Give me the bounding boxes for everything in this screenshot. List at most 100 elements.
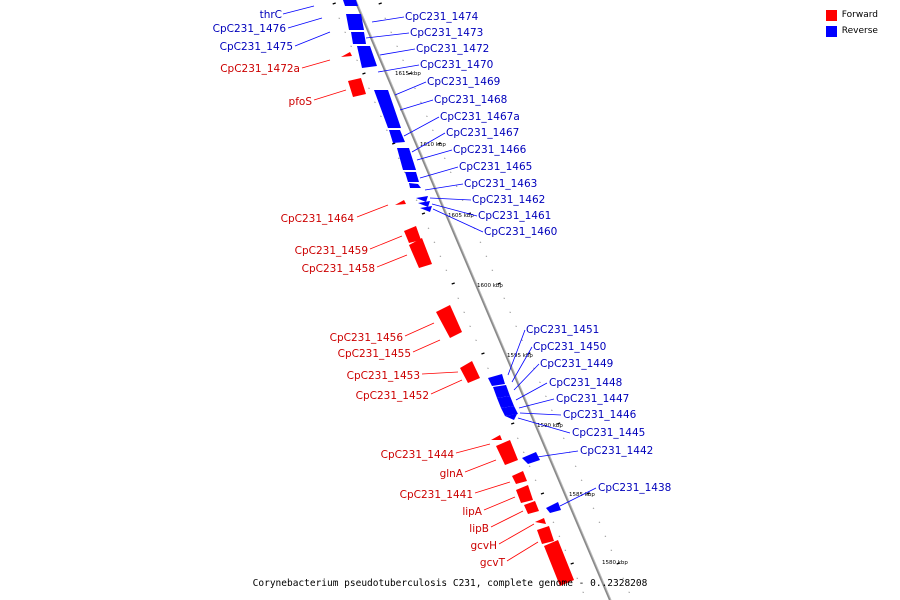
scale-dot — [445, 269, 448, 272]
scale-dot — [378, 2, 382, 5]
scale-dot — [616, 562, 620, 565]
scale-dot — [509, 311, 512, 314]
gene-block-reverse — [488, 374, 505, 386]
scale-dot — [576, 577, 579, 580]
gene-label-cpc231-1441: CpC231_1441 — [400, 489, 473, 501]
gene-label-cpc231-1451: CpC231_1451 — [526, 324, 599, 336]
scale-dot — [515, 325, 517, 328]
legend-reverse: Reverse — [825, 25, 878, 37]
scale-dot — [592, 507, 595, 510]
gene-block-forward — [395, 200, 406, 205]
gene-label-cpc231-1465: CpC231_1465 — [459, 161, 532, 173]
genome-caption: Corynebacterium pseudotuberculosis C231,… — [252, 578, 648, 589]
gene-block-reverse — [389, 130, 405, 143]
scale-dot — [551, 409, 553, 412]
gene-label-cpc231-1469: CpC231_1469 — [427, 76, 500, 88]
scale-dot — [469, 325, 471, 328]
gene-block-reverse — [497, 396, 514, 408]
gene-label-cpc231-1472a: CpC231_1472a — [220, 63, 300, 75]
scale-dot — [397, 157, 400, 160]
scale-dot — [539, 381, 541, 384]
legend: Forward Reverse — [825, 9, 878, 41]
scale-dot — [574, 465, 577, 468]
gene-block-forward — [460, 361, 480, 383]
scale-dot — [622, 577, 625, 580]
gene-label-cpc231-1459: CpC231_1459 — [295, 245, 368, 257]
scale-dot — [439, 255, 442, 258]
scale-dot — [332, 2, 336, 5]
scale-dot — [586, 492, 591, 495]
scale-dot — [570, 562, 574, 565]
scale-dot — [564, 549, 567, 552]
gene-block-forward — [544, 540, 574, 586]
scale-dot — [475, 339, 477, 342]
reverse-left-labels: thrC CpC231_1476 CpC231_1475 — [213, 5, 331, 53]
gene-label-gcvh: gcvH — [470, 540, 497, 552]
scale-dot — [540, 492, 545, 495]
scale-dot — [503, 297, 506, 300]
gene-label-cpc231-1463: CpC231_1463 — [464, 178, 537, 190]
gene-label-cpc231-1470: CpC231_1470 — [420, 59, 493, 71]
scale-dot — [390, 31, 393, 34]
scale-dot — [403, 171, 406, 174]
gene-label-cpc231-1467: CpC231_1467 — [446, 127, 519, 139]
scale-dot — [449, 171, 452, 174]
scale-dot — [432, 129, 434, 132]
scale-dot — [604, 535, 607, 538]
gene-block-reverse — [493, 385, 510, 398]
reverse-features — [343, 0, 561, 513]
scale-dot — [402, 59, 404, 62]
gene-label-cpc231-1453: CpC231_1453 — [347, 370, 420, 382]
gene-label-cpc231-1447: CpC231_1447 — [556, 393, 629, 405]
gene-label-thrc: thrC — [260, 9, 282, 21]
scale-dot — [582, 591, 585, 594]
gene-block-reverse — [357, 46, 377, 68]
tick-label: 1600 kbp — [477, 283, 503, 289]
legend-forward-label: Forward — [841, 10, 878, 20]
gene-label-cpc231-1448: CpC231_1448 — [549, 377, 622, 389]
forward-swatch — [825, 9, 837, 21]
gene-label-gcvt: gcvT — [480, 557, 506, 569]
scale-dot — [610, 549, 613, 552]
gene-label-cpc231-1456: CpC231_1456 — [330, 332, 404, 344]
tick-label: 1590 kbp — [537, 423, 563, 429]
gene-block-forward — [516, 485, 533, 503]
gene-label-cpc231-1475: CpC231_1475 — [220, 41, 293, 53]
scale-dot — [391, 142, 396, 145]
scale-dot — [384, 17, 387, 20]
gene-label-cpc231-1438: CpC231_1438 — [598, 482, 671, 494]
scale-dot — [562, 437, 565, 440]
gene-block-reverse — [343, 0, 358, 6]
gene-block-reverse — [374, 90, 401, 128]
scale-dot — [580, 479, 583, 482]
gene-label-cpc231-1445: CpC231_1445 — [572, 427, 645, 439]
scale-dot — [455, 185, 458, 188]
scale-dot — [427, 227, 430, 230]
scale-dot — [558, 535, 561, 538]
scale-dot — [420, 101, 422, 104]
tick-label: 1610 kbp — [420, 142, 446, 148]
gene-label-cpc231-1460: CpC231_1460 — [484, 226, 557, 238]
legend-reverse-label: Reverse — [841, 26, 878, 36]
tick-label: 1580 kbp — [602, 560, 628, 566]
gene-label-cpc231-1458: CpC231_1458 — [302, 263, 375, 275]
scale-dot — [545, 395, 547, 398]
tick-label: 1615 kbp — [395, 71, 421, 77]
tick-label: 1605 kbp — [448, 213, 474, 219]
scale-dot — [485, 255, 488, 258]
scale-dot — [426, 115, 428, 118]
gene-label-lipa: lipA — [462, 506, 482, 518]
gene-block-forward — [341, 52, 352, 57]
scale-dot — [344, 31, 347, 34]
gene-label-cpc231-1467a: CpC231_1467a — [440, 111, 520, 123]
reverse-labels: CpC231_1474 CpC231_1473 CpC231_1472 CpC2… — [365, 11, 671, 507]
gene-label-cpc231-1450: CpC231_1450 — [533, 341, 606, 353]
scale-dot — [463, 311, 466, 314]
gene-label-cpc231-1472: CpC231_1472 — [416, 43, 489, 55]
gene-label-cpc231-1464: CpC231_1464 — [281, 213, 355, 225]
legend-forward: Forward — [825, 9, 878, 21]
scale-dot — [451, 282, 455, 285]
scale-dot — [421, 212, 426, 215]
scale-dot — [414, 87, 416, 90]
